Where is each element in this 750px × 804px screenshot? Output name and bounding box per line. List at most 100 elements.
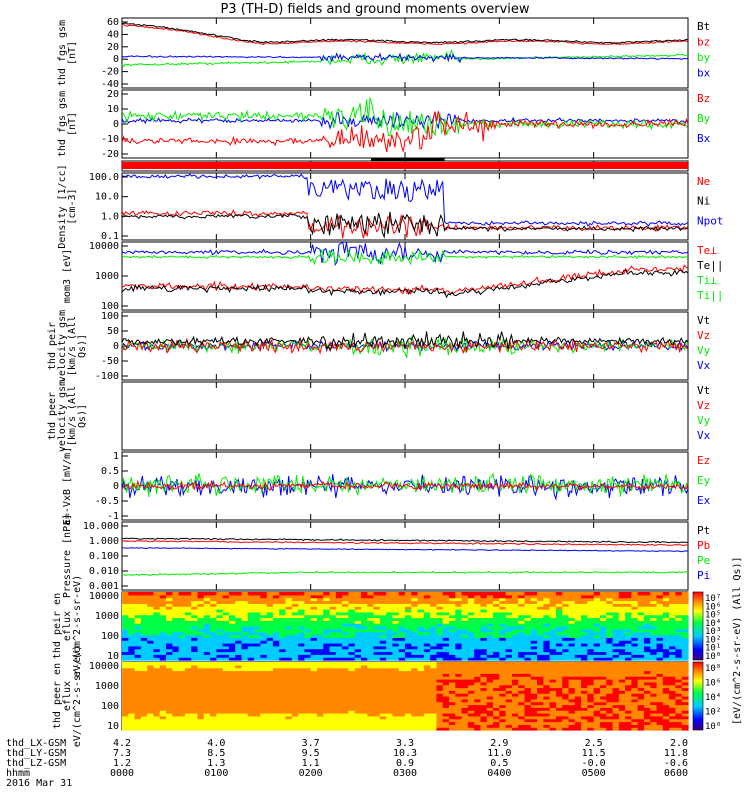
spectrogram-cell xyxy=(430,715,438,720)
spectrogram-cell xyxy=(191,628,199,633)
spectrogram-cell xyxy=(247,693,255,697)
spectrogram-cell xyxy=(304,628,312,633)
spectrogram-cell xyxy=(581,637,588,641)
spectrogram-cell xyxy=(335,626,343,630)
spectrogram-cell xyxy=(266,676,274,680)
spectrogram-cell xyxy=(505,651,513,655)
spectrogram-cell xyxy=(662,631,670,636)
spectrogram-cell xyxy=(392,597,400,602)
spectrogram-cell xyxy=(543,648,551,653)
spectrogram-cell xyxy=(304,623,312,627)
spectrogram-cell xyxy=(153,662,161,666)
legend-entry: Npot xyxy=(697,214,724,227)
spectrogram-cell xyxy=(128,727,136,731)
spectrogram-cell xyxy=(228,715,236,720)
spectrogram-cell xyxy=(172,727,180,731)
spectrogram-cell xyxy=(593,724,601,728)
spectrogram-cell xyxy=(681,710,689,714)
spectrogram-cell xyxy=(166,673,173,677)
spectrogram-cell xyxy=(643,597,651,602)
spectrogram-cell xyxy=(499,690,507,694)
spectrogram-cell xyxy=(486,684,494,689)
spectrogram-cell xyxy=(291,662,299,666)
spectrogram-cell xyxy=(442,597,450,602)
spectrogram-cell xyxy=(555,614,563,619)
spectrogram-cell xyxy=(493,670,500,674)
spectrogram-cell xyxy=(587,718,595,723)
spectrogram-cell xyxy=(316,710,324,714)
spectrogram-cell xyxy=(247,657,255,661)
spectrogram-cell xyxy=(643,640,651,644)
spectrogram-cell xyxy=(524,594,532,599)
spectrogram-cell xyxy=(405,637,412,641)
spectrogram-cell xyxy=(549,707,557,711)
spectrogram-cell xyxy=(285,606,293,610)
spectrogram-cell xyxy=(178,634,186,638)
spectrogram-cell xyxy=(291,631,299,636)
spectrogram-cell xyxy=(172,710,180,714)
spectrogram-cell xyxy=(191,727,199,731)
spectrogram-cell xyxy=(260,611,268,616)
spectrogram-cell xyxy=(203,673,211,677)
spectrogram-cell xyxy=(606,617,614,621)
spectrogram-cell xyxy=(140,600,148,604)
spectrogram-cell xyxy=(323,710,331,714)
spectrogram-cell xyxy=(467,594,475,599)
y-tick-label: 100 xyxy=(101,311,119,322)
spectrogram-cell xyxy=(530,637,538,641)
spectrogram-cell xyxy=(228,701,236,706)
spectrogram-cell xyxy=(128,606,136,610)
spectrogram-cell xyxy=(367,667,375,672)
spectrogram-cell xyxy=(486,724,494,728)
spectrogram-cell xyxy=(342,667,349,672)
spectrogram-cell xyxy=(612,662,620,666)
spectrogram-cell xyxy=(128,614,136,619)
spectrogram-cell xyxy=(184,664,192,669)
spectrogram-cell xyxy=(392,710,400,714)
spectrogram-cell xyxy=(197,651,205,655)
spectrogram-cell xyxy=(524,724,532,728)
spectrogram-cell xyxy=(449,620,456,624)
spectrogram-cell xyxy=(430,681,438,686)
spectrogram-cell xyxy=(662,654,670,658)
spectrogram-cell xyxy=(625,628,632,633)
spectrogram-cell xyxy=(625,600,632,604)
spectrogram-cell xyxy=(675,620,683,624)
spectrogram-cell xyxy=(392,679,400,683)
spectrogram-cell xyxy=(367,609,375,613)
spectrogram-cell xyxy=(272,684,280,689)
spectrogram-cell xyxy=(505,690,513,694)
spectrogram-cell xyxy=(367,640,375,644)
spectrogram-cell xyxy=(310,594,318,599)
spectrogram-cell xyxy=(367,664,375,669)
y-axis-label-line: thd peer en xyxy=(52,663,63,729)
spectrogram-cell xyxy=(449,681,456,686)
spectrogram-cell xyxy=(543,721,551,725)
spectrogram-cell xyxy=(398,645,406,650)
spectrogram-cell xyxy=(511,687,519,691)
spectrogram-cell xyxy=(480,594,488,599)
spectrogram-cell xyxy=(254,600,261,604)
spectrogram-cell xyxy=(398,670,406,674)
spectrogram-cell xyxy=(455,628,463,633)
spectrogram-cell xyxy=(153,620,161,624)
spectrogram-cell xyxy=(606,651,614,655)
spectrogram-cell xyxy=(625,718,632,723)
spectrogram-cell xyxy=(197,634,205,638)
spectrogram-cell xyxy=(411,681,419,686)
spectrogram-cell xyxy=(423,592,431,596)
spectrogram-cell xyxy=(272,634,280,638)
spectrogram-cell xyxy=(423,611,431,616)
spectrogram-cell xyxy=(153,701,161,706)
spectrogram-cell xyxy=(379,727,387,731)
spectrogram-cell xyxy=(499,724,507,728)
spectrogram-cell xyxy=(417,724,425,728)
spectrogram-cell xyxy=(197,592,205,596)
spectrogram-cell xyxy=(367,687,375,691)
footer-row-label: thd_LX-GSM xyxy=(6,738,66,749)
spectrogram-cell xyxy=(612,657,620,661)
spectrogram-cell xyxy=(197,696,205,700)
spectrogram-cell xyxy=(285,634,293,638)
spectrogram-cell xyxy=(568,634,576,638)
spectrogram-cell xyxy=(342,693,349,697)
